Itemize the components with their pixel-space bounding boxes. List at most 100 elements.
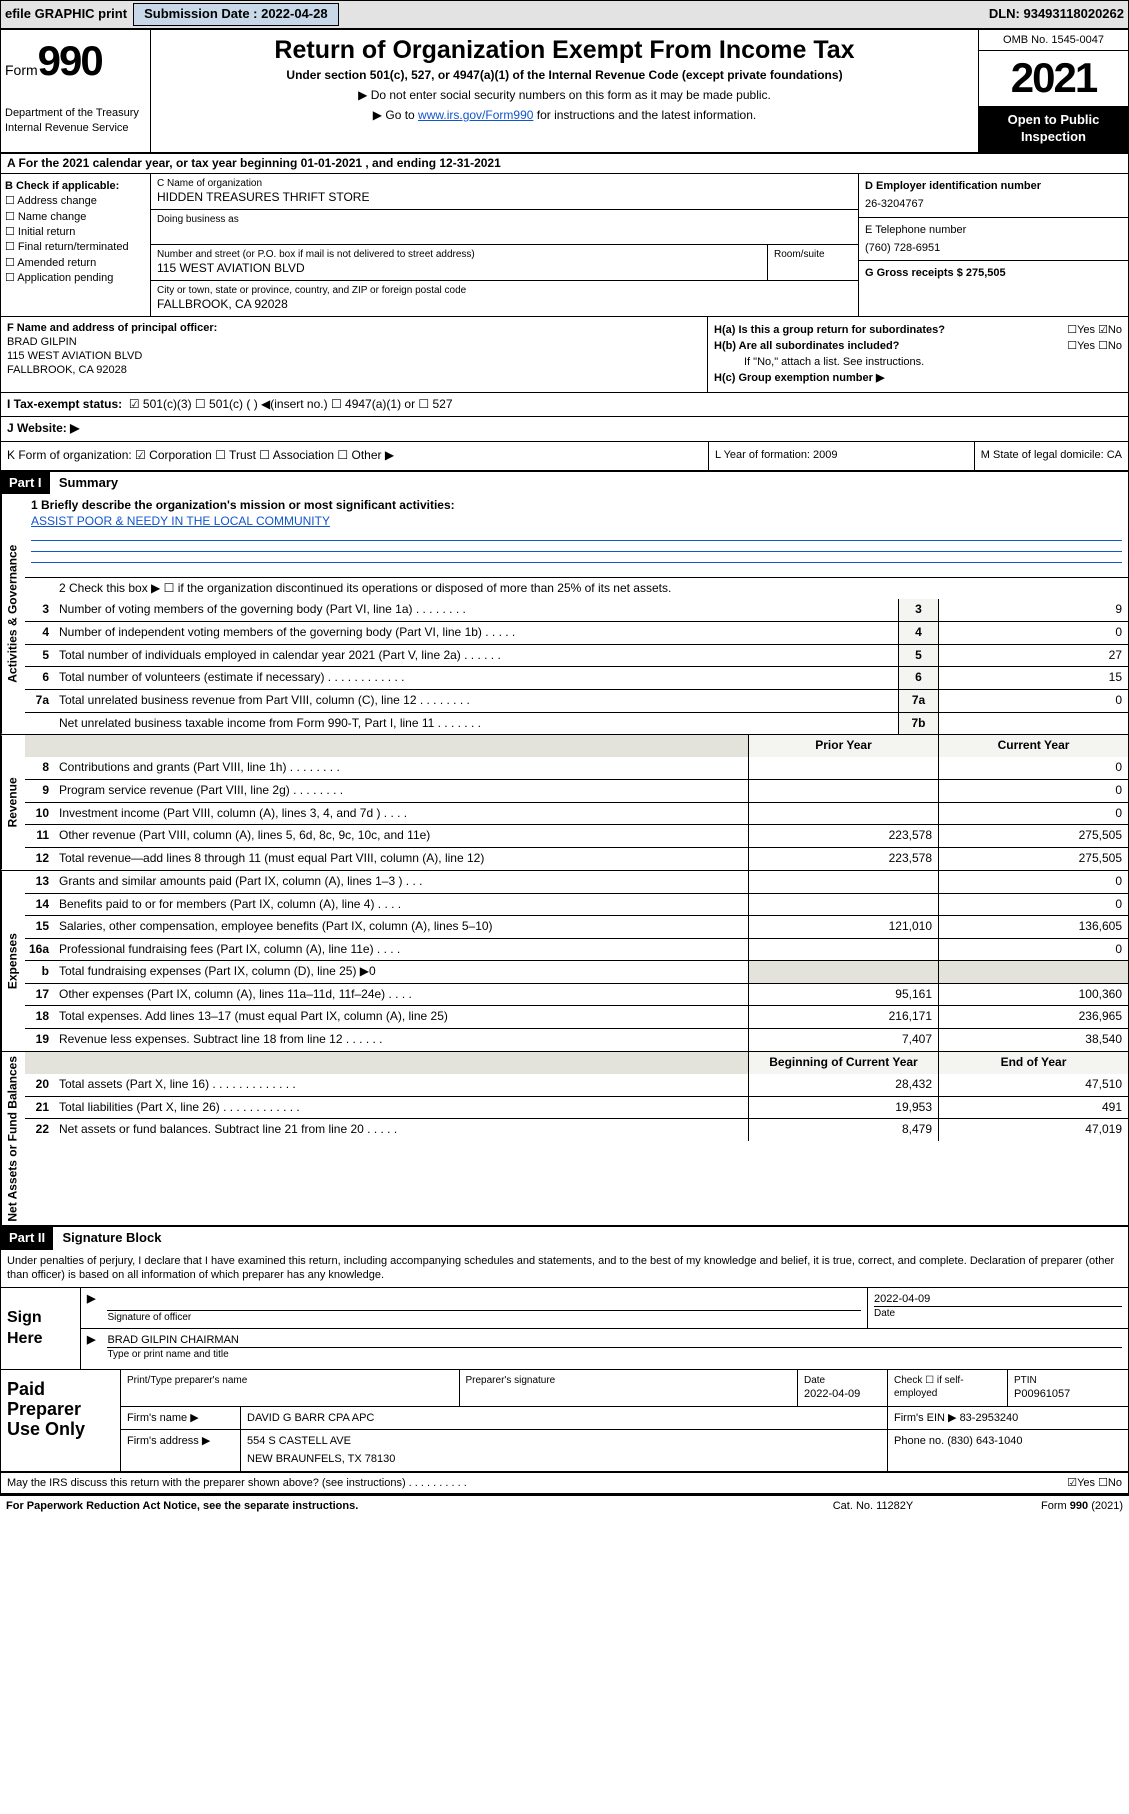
discuss-question: May the IRS discuss this return with the… [7, 1476, 1067, 1490]
table-row: 4Number of independent voting members of… [25, 621, 1128, 644]
table-row: 12Total revenue—add lines 8 through 11 (… [25, 847, 1128, 870]
k-form-org[interactable]: K Form of organization: ☑ Corporation ☐ … [1, 442, 708, 470]
part-i-title: Summary [53, 472, 124, 495]
website-note: ▶ Go to www.irs.gov/Form990 for instruct… [157, 108, 972, 124]
firm-ein-value: 83-2953240 [960, 1412, 1019, 1424]
m-state-domicile: M State of legal domicile: CA [975, 442, 1128, 470]
cb-initial-return[interactable]: ☐ Initial return [5, 225, 146, 239]
table-row: 13Grants and similar amounts paid (Part … [25, 871, 1128, 893]
officer-h-block: F Name and address of principal officer:… [1, 317, 1128, 393]
part-ii-badge: Part II [1, 1227, 53, 1250]
table-row: 9Program service revenue (Part VIII, lin… [25, 779, 1128, 802]
cb-name-change[interactable]: ☐ Name change [5, 210, 146, 224]
p1-revenue-block: Revenue Prior Year Current Year 8Contrib… [1, 735, 1128, 870]
row-i-tax-status: I Tax-exempt status: ☑ 501(c)(3) ☐ 501(c… [1, 393, 1128, 418]
pp-ptin-label: PTIN [1014, 1374, 1122, 1387]
efile-topbar: efile GRAPHIC print Submission Date : 20… [0, 0, 1129, 29]
ha-answer[interactable]: ☐Yes ☑No [1067, 323, 1122, 337]
table-row: Net unrelated business taxable income fr… [25, 712, 1128, 735]
table-row: 6Total number of volunteers (estimate if… [25, 666, 1128, 689]
d-ein-label: D Employer identification number [865, 179, 1122, 193]
table-row: 7aTotal unrelated business revenue from … [25, 689, 1128, 712]
part-i-header-row: Part I Summary [1, 472, 1128, 495]
ssn-note: ▶ Do not enter social security numbers o… [157, 88, 972, 104]
dba-label: Doing business as [157, 213, 852, 226]
table-row: 3Number of voting members of the governi… [25, 599, 1128, 621]
officer-name: BRAD GILPIN [7, 335, 701, 349]
caret-icon: ▶ [81, 1288, 101, 1328]
room-label: Room/suite [774, 248, 852, 261]
j-website-label: J Website: ▶ [7, 421, 79, 435]
pp-self-employed[interactable]: Check ☐ if self-employed [894, 1374, 1001, 1400]
line-2-discontinued: 2 Check this box ▶ ☐ if the organization… [25, 577, 1128, 600]
form-subtitle: Under section 501(c), 527, or 4947(a)(1)… [157, 68, 972, 84]
paid-preparer-block: Paid Preparer Use Only Print/Type prepar… [1, 1370, 1128, 1472]
department-label: Department of the Treasury Internal Reve… [5, 106, 146, 135]
section-b-checkboxes: B Check if applicable: ☐ Address change … [1, 174, 151, 315]
ein-value: 26-3204767 [865, 193, 1122, 211]
efile-label: efile GRAPHIC print [5, 6, 127, 23]
table-row: 10Investment income (Part VIII, column (… [25, 802, 1128, 825]
hb-answer[interactable]: ☐Yes ☐No [1067, 339, 1122, 353]
form-number: Form990 [5, 34, 146, 89]
pp-date-value: 2022-04-09 [804, 1387, 881, 1401]
row-klm: K Form of organization: ☑ Corporation ☐ … [1, 442, 1128, 472]
cb-final-return[interactable]: ☐ Final return/terminated [5, 240, 146, 254]
discuss-answer[interactable]: ☑Yes ☐No [1067, 1476, 1122, 1490]
col-eoy: End of Year [938, 1052, 1128, 1074]
open-to-public: Open to Public Inspection [979, 106, 1128, 152]
officer-addr1: 115 WEST AVIATION BLVD [7, 349, 701, 363]
pp-date-label: Date [804, 1374, 881, 1387]
city-value: FALLBROOK, CA 92028 [157, 297, 852, 313]
table-row: 20Total assets (Part X, line 16) . . . .… [25, 1074, 1128, 1096]
table-row: 8Contributions and grants (Part VIII, li… [25, 757, 1128, 779]
firm-ein-label: Firm's EIN ▶ [894, 1412, 957, 1424]
table-row: 22Net assets or fund balances. Subtract … [25, 1118, 1128, 1141]
cb-application-pending[interactable]: ☐ Application pending [5, 271, 146, 285]
firm-name-value: DAVID G BARR CPA APC [241, 1407, 888, 1429]
l-year-formation: L Year of formation: 2009 [709, 442, 975, 470]
form-header: Form990 Department of the Treasury Inter… [1, 30, 1128, 154]
ha-group-return: H(a) Is this a group return for subordin… [714, 323, 1122, 337]
side-governance: Activities & Governance [1, 494, 25, 734]
tax-status-options[interactable]: ☑ 501(c)(3) ☐ 501(c) ( ) ◀(insert no.) ☐… [129, 397, 453, 411]
p1-netassets-block: Net Assets or Fund Balances Beginning of… [1, 1052, 1128, 1228]
part-i-badge: Part I [1, 472, 50, 495]
p1-governance-block: Activities & Governance 1 Briefly descri… [1, 494, 1128, 735]
page-footer: For Paperwork Reduction Act Notice, see … [0, 1496, 1129, 1516]
firm-phone-value: (830) 643-1040 [947, 1435, 1022, 1447]
street-label: Number and street (or P.O. box if mail i… [157, 248, 761, 261]
firm-addr-label: Firm's address ▶ [121, 1430, 241, 1471]
city-label: City or town, state or province, country… [157, 284, 852, 297]
sig-date-label: Date [874, 1306, 1122, 1320]
table-row: 16aProfessional fundraising fees (Part I… [25, 938, 1128, 961]
cb-address-change[interactable]: ☐ Address change [5, 194, 146, 208]
submission-date-button[interactable]: Submission Date : 2022-04-28 [133, 3, 339, 26]
f-officer-label: F Name and address of principal officer: [7, 321, 701, 335]
table-row: 17Other expenses (Part IX, column (A), l… [25, 983, 1128, 1006]
officer-name-title: BRAD GILPIN CHAIRMAN [107, 1333, 1122, 1347]
tax-year: 2021 [979, 51, 1128, 106]
hb-subordinates: H(b) Are all subordinates included? ☐Yes… [714, 339, 1122, 353]
phone-value: (760) 728-6951 [865, 237, 1122, 255]
pra-notice: For Paperwork Reduction Act Notice, see … [6, 1499, 773, 1513]
col-boy: Beginning of Current Year [748, 1052, 938, 1074]
firm-addr-value: 554 S CASTELL AVE NEW BRAUNFELS, TX 7813… [241, 1430, 888, 1471]
cb-amended-return[interactable]: ☐ Amended return [5, 256, 146, 270]
sig-officer-label: Signature of officer [107, 1310, 861, 1324]
g-gross-receipts: G Gross receipts $ 275,505 [865, 266, 1122, 280]
col-current-year: Current Year [938, 735, 1128, 757]
firm-phone-label: Phone no. [894, 1435, 944, 1447]
perjury-declaration: Under penalties of perjury, I declare th… [1, 1250, 1128, 1287]
org-name: HIDDEN TREASURES THRIFT STORE [157, 190, 852, 206]
mission-text: ASSIST POOR & NEEDY IN THE LOCAL COMMUNI… [31, 514, 330, 528]
street-value: 115 WEST AVIATION BLVD [157, 261, 761, 277]
side-expenses: Expenses [1, 871, 25, 1051]
officer-addr2: FALLBROOK, CA 92028 [7, 363, 701, 377]
discuss-row: May the IRS discuss this return with the… [1, 1473, 1128, 1495]
pp-sig-label: Preparer's signature [466, 1374, 792, 1387]
part-ii-header-row: Part II Signature Block [1, 1227, 1128, 1250]
irs-link[interactable]: www.irs.gov/Form990 [418, 108, 533, 122]
cat-number: Cat. No. 11282Y [773, 1499, 973, 1513]
row-j-website: J Website: ▶ [1, 417, 1128, 442]
